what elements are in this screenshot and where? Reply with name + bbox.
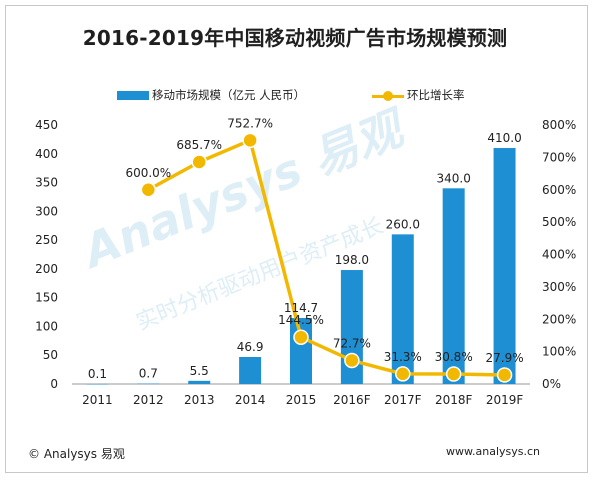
legend-label-bar: 移动市场规模（亿元 人民币） — [152, 88, 306, 102]
growth-value-label: 685.7% — [176, 138, 222, 152]
bar — [391, 234, 414, 384]
growth-point — [496, 367, 513, 383]
legend-item-bar: 移动市场规模（亿元 人民币） — [117, 87, 305, 103]
line-series — [140, 132, 513, 383]
bar-value-label: 260.0 — [386, 217, 420, 231]
x-tick-label: 2012 — [133, 393, 164, 407]
x-tick-label: 2011 — [82, 393, 113, 407]
axes: 0 50 100 150 200 250 300 350 400 450 0% 100% 200% 300… — [35, 118, 576, 407]
y-right-tick-label: 700% — [542, 150, 576, 164]
bar-value-label: 0.1 — [88, 367, 107, 381]
bar-value-label: 340.0 — [436, 171, 470, 185]
y-right-tick-label: 200% — [542, 312, 576, 326]
x-tick-label: 2016F — [333, 393, 371, 407]
growth-point — [140, 182, 157, 198]
bar-value-label: 0.7 — [139, 367, 158, 381]
legend-label-line: 环比增长率 — [407, 88, 465, 102]
bar — [137, 383, 160, 385]
bar — [493, 148, 516, 384]
y-right-tick-label: 300% — [542, 280, 576, 294]
y-left-tick-label: 400 — [35, 147, 58, 161]
bar — [239, 357, 262, 384]
y-left-tick-label: 0 — [50, 377, 58, 391]
growth-point — [191, 154, 207, 170]
x-tick-label: 2017F — [384, 393, 422, 407]
y-left-tick-label: 350 — [35, 176, 58, 190]
chart-frame — [5, 5, 588, 473]
y-left-tick-label: 50 — [43, 348, 58, 362]
data-labels: 0.1 0.7 5.5 46.9 114.7 198.0 260.0 340.0 410.0 60… — [88, 116, 524, 381]
bar-value-label: 410.0 — [487, 131, 521, 145]
growth-value-label: 31.3% — [384, 350, 422, 364]
y-right-tick-label: 500% — [542, 215, 576, 229]
growth-point — [395, 366, 411, 382]
y-left-tick-label: 300 — [35, 204, 58, 218]
bar-series — [86, 148, 516, 385]
growth-point — [293, 329, 309, 345]
x-tick-label: 2019F — [486, 393, 524, 407]
bar-value-label: 46.9 — [237, 340, 264, 354]
growth-value-label: 144.5% — [278, 313, 324, 327]
legend-swatch-line — [372, 90, 404, 101]
y-left-tick-label: 450 — [35, 118, 58, 132]
bar — [442, 188, 465, 384]
growth-point — [445, 366, 462, 382]
bar-value-label: 198.0 — [335, 253, 369, 267]
y-left-tick-label: 250 — [35, 233, 58, 247]
growth-value-label: 752.7% — [227, 116, 273, 130]
y-left-tick-label: 150 — [35, 291, 58, 305]
x-tick-label: 2018F — [435, 393, 473, 407]
growth-value-label: 30.8% — [435, 350, 473, 364]
y-left-tick-label: 200 — [35, 262, 58, 276]
growth-point — [344, 352, 360, 369]
bar-value-label: 5.5 — [190, 364, 209, 378]
legend-swatch-bar — [117, 91, 149, 100]
watermark: Analysys 易观 实时分析驱动用户资产成长 — [73, 99, 415, 335]
y-right-tick-label: 800% — [542, 118, 576, 132]
growth-value-label: 27.9% — [485, 351, 523, 365]
bar-value-label: 114.7 — [284, 301, 318, 315]
chart-title: 2016-2019年中国移动视频广告市场规模预测 — [82, 26, 508, 50]
legend-item-line: 环比增长率 — [372, 87, 465, 103]
x-tick-label: 2013 — [184, 393, 215, 407]
x-tick-label: 2015 — [286, 393, 317, 407]
y-right-tick-label: 0% — [542, 377, 561, 391]
bar — [290, 317, 312, 384]
y-left-tick-label: 100 — [35, 319, 58, 333]
y-right-tick-label: 600% — [542, 183, 576, 197]
bar — [86, 383, 109, 385]
y-right-tick-label: 400% — [542, 248, 576, 262]
growth-line — [147, 138, 505, 377]
footer-url: www.analysys.cn — [446, 445, 540, 458]
bar — [188, 380, 211, 384]
growth-value-label: 72.7% — [333, 336, 371, 350]
growth-point — [242, 132, 258, 149]
chart-legend: 移动市场规模（亿元 人民币） 环比增长率 — [0, 87, 590, 105]
footer-copyright: © Analysys 易观 — [28, 447, 125, 461]
growth-value-label: 600.0% — [125, 166, 171, 180]
y-right-tick-label: 100% — [542, 345, 576, 359]
x-tick-label: 2014 — [235, 393, 266, 407]
